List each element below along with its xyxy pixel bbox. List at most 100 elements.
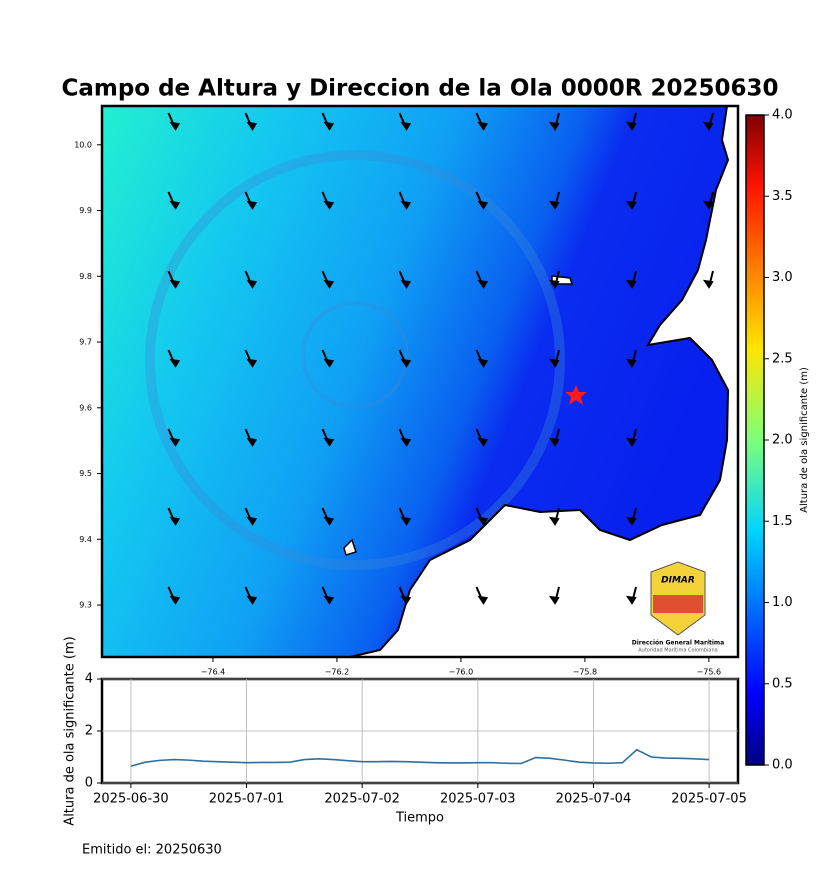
y-tick-label: 0 — [85, 776, 93, 791]
arrow-head — [169, 516, 181, 526]
arrow-head — [246, 437, 258, 447]
arrow-head — [246, 121, 258, 131]
x-tick-label: −75.8 — [573, 668, 598, 677]
arrow-head — [477, 437, 489, 447]
arrow-head — [702, 279, 714, 289]
y-tick-label: 9.7 — [79, 338, 92, 347]
colorbar-tick-label: 3.0 — [772, 270, 793, 285]
arrow-head — [400, 358, 412, 368]
y-axis-label: Altura de ola significante (m) — [63, 636, 78, 825]
colorbar-tick-label: 2.5 — [772, 351, 793, 366]
x-tick-label: 2025-07-05 — [671, 792, 747, 807]
x-tick-label: 2025-06-30 — [93, 792, 169, 807]
logo-line1: Dirección General Marítima — [632, 640, 724, 647]
arrow-head — [169, 595, 181, 605]
arrow-head — [400, 516, 412, 526]
arrow-head — [625, 358, 637, 368]
x-tick-label: −76.0 — [449, 668, 474, 677]
arrow-head — [477, 279, 489, 289]
arrow-head — [548, 437, 560, 447]
arrow-head — [477, 200, 489, 210]
arrow-head — [323, 121, 335, 131]
arrow-head — [169, 358, 181, 368]
logo-name: DIMAR — [661, 576, 695, 586]
arrow-head — [702, 121, 714, 131]
colorbar-tick-label: 0.5 — [772, 676, 793, 691]
arrow-head — [477, 516, 489, 526]
arrow-head — [477, 121, 489, 131]
x-tick-label: −76.4 — [201, 668, 226, 677]
title: Campo de Altura y Direccion de la Ola 00… — [61, 76, 778, 102]
arrow-head — [246, 516, 258, 526]
x-tick-label: 2025-07-04 — [556, 792, 632, 807]
colorbar-tick-label: 1.0 — [772, 595, 793, 610]
arrow-head — [625, 437, 637, 447]
arrow-head — [246, 595, 258, 605]
arrow-head — [169, 279, 181, 289]
arrow-head — [548, 200, 560, 210]
arrow-head — [625, 595, 637, 605]
arrow-head — [548, 121, 560, 131]
y-tick-label: 9.8 — [79, 272, 92, 281]
arrow-head — [702, 200, 714, 210]
arrow-head — [323, 358, 335, 368]
colorbar-label: Altura de ola significante (m) — [799, 367, 810, 513]
x-tick-label: −76.2 — [325, 668, 350, 677]
colorbar-tick-label: 1.5 — [772, 514, 793, 529]
logo-band — [653, 595, 703, 613]
x-axis-label: Tiempo — [395, 811, 444, 826]
island — [343, 538, 357, 556]
arrow-head — [246, 358, 258, 368]
arrow-head — [400, 279, 412, 289]
arrow-head — [400, 121, 412, 131]
arrow-head — [323, 437, 335, 447]
arrow-head — [400, 595, 412, 605]
y-tick-label: 9.5 — [79, 469, 92, 478]
arrow-head — [548, 516, 560, 526]
y-tick-label: 9.9 — [79, 206, 92, 215]
watermark — [301, 301, 409, 409]
y-tick-label: 2 — [85, 724, 93, 739]
arrow-head — [169, 200, 181, 210]
map-field: DIMAR Dirección General Marítima Autorid… — [102, 106, 738, 657]
x-tick-label: 2025-07-01 — [209, 792, 285, 807]
y-tick-label: 4 — [85, 672, 93, 687]
y-tick-label: 9.6 — [79, 403, 92, 412]
colorbar — [745, 114, 765, 766]
arrow-head — [323, 200, 335, 210]
x-tick-label: −75.6 — [697, 668, 722, 677]
arrow-head — [323, 595, 335, 605]
arrow-head — [323, 516, 335, 526]
arrow-head — [477, 595, 489, 605]
x-tick-label: 2025-07-03 — [440, 792, 516, 807]
map-frame — [100, 104, 740, 659]
arrow-head — [169, 437, 181, 447]
colorbar-tick-label: 4.0 — [772, 108, 793, 123]
watermark — [145, 150, 565, 570]
arrow-head — [548, 358, 560, 368]
arrow-head — [400, 200, 412, 210]
y-tick-label: 9.3 — [79, 601, 92, 610]
arrow-head — [548, 279, 560, 289]
y-tick-label: 10.0 — [74, 140, 92, 149]
arrow-head — [625, 200, 637, 210]
arrow-head — [323, 279, 335, 289]
logo-line2: Autoridad Marítima Colombiana — [638, 647, 717, 654]
colorbar-tick-label: 0.0 — [772, 758, 793, 773]
arrow-head — [246, 200, 258, 210]
y-tick-label: 9.4 — [79, 535, 92, 544]
arrow-head — [625, 279, 637, 289]
arrow-head — [548, 595, 560, 605]
colorbar-tick-label: 3.5 — [772, 189, 793, 204]
arrow-head — [169, 121, 181, 131]
x-tick-label: 2025-07-02 — [324, 792, 400, 807]
footer: Emitido el: 20250630 — [82, 843, 222, 858]
colorbar-tick-label: 2.0 — [772, 433, 793, 448]
station-star — [565, 385, 587, 405]
arrow-head — [625, 121, 637, 131]
logo: DIMAR Dirección General Marítima Autorid… — [632, 561, 724, 654]
wave-arrows — [167, 112, 714, 605]
arrow-head — [477, 358, 489, 368]
